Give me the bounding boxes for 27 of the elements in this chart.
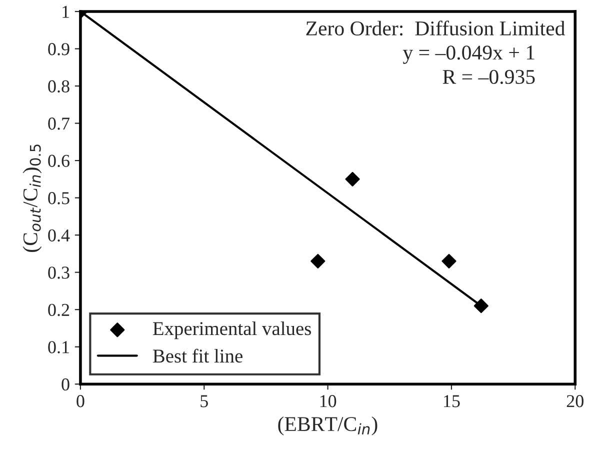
x-axis-title: (EBRT/C$_{in}$) xyxy=(278,416,378,436)
y-axis-title: (C$_{out}$/C$_{in}$)$_{0.5}$ xyxy=(22,144,42,252)
y-tick-label: 0.7 xyxy=(48,118,70,130)
x-tick-label: 20 xyxy=(566,395,584,408)
y-tick-label: 0 xyxy=(62,378,70,391)
legend-label: Experimental values xyxy=(152,321,311,340)
y-tick-label: 1 xyxy=(62,6,69,18)
point xyxy=(310,254,326,268)
point xyxy=(345,172,360,186)
x-tick-label: 0 xyxy=(76,395,84,408)
x-tick-label: 5 xyxy=(200,395,208,408)
y-tick-label: 0.2 xyxy=(48,304,70,316)
x-tick-label: 15 xyxy=(444,395,460,408)
legend-label: Best fit line xyxy=(152,348,242,363)
y-tick-label: 0.1 xyxy=(48,341,69,354)
annotation: Zero Order: Diffusion Limited xyxy=(306,20,565,36)
y-tick-label: 0.5 xyxy=(48,192,70,204)
y-tick-label: 0.8 xyxy=(48,80,70,93)
y-tick-label: 0.9 xyxy=(48,43,70,56)
x-tick-label: 10 xyxy=(320,395,336,408)
y-tick-label: 0.6 xyxy=(48,154,70,168)
annotation: y = –0.049x + 1 xyxy=(402,46,534,64)
y-tick-label: 0.3 xyxy=(48,266,70,279)
point xyxy=(474,298,488,314)
point xyxy=(442,254,456,268)
annotation: R = –0.935 xyxy=(442,70,535,84)
y-tick-label: 0.4 xyxy=(48,229,70,242)
